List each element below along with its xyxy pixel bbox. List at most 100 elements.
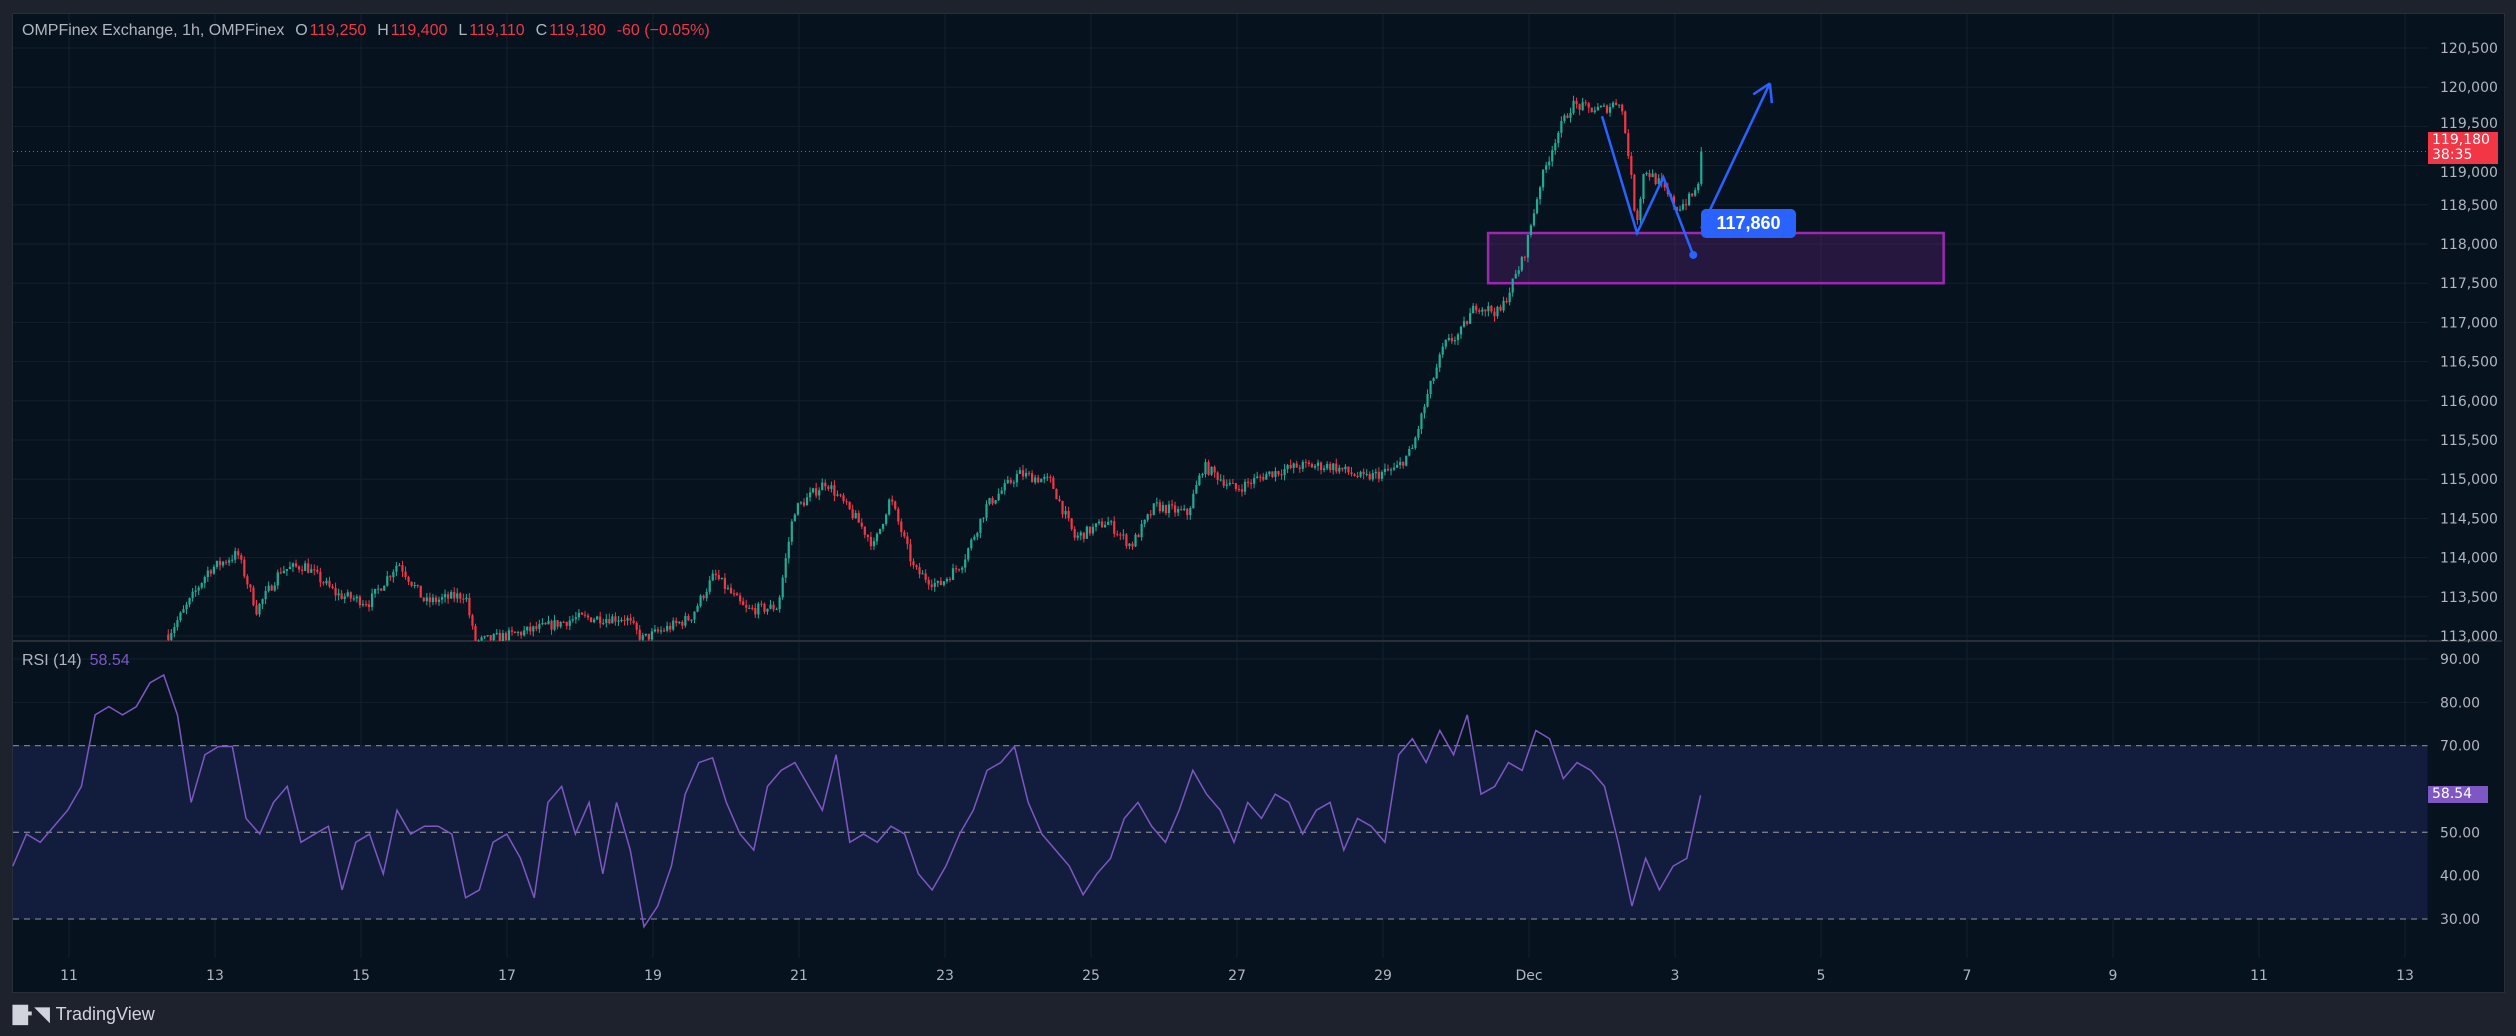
candle-body [516,632,520,634]
candle-body [1316,462,1320,466]
candle-body [1219,479,1222,481]
candle-body [1353,474,1356,476]
candle-body [1572,100,1575,113]
candle-body [1608,106,1612,113]
candle-body [465,597,468,600]
price-tick-label: 113,500 [2440,590,2498,606]
candle-body [599,616,602,624]
candle-body [866,534,869,537]
candle-body [970,539,973,549]
rsi-legend[interactable]: RSI (14) 58.54 [22,652,130,670]
candle-body [1307,462,1311,465]
candle-body [1469,313,1472,324]
candle-body [754,608,757,615]
candle-body [1149,514,1152,516]
candle-body [1684,204,1688,206]
candle-body [559,621,562,627]
annotation-text: 117,860 [1716,213,1781,233]
candle-body [1636,210,1639,221]
candle-body [909,544,912,562]
candle-body [586,615,590,618]
candle-body [997,493,1000,501]
price-annotation-label[interactable]: 117,860 [1701,209,1796,238]
candle-body [614,616,617,622]
candle-body [1624,111,1627,134]
symbol-label[interactable]: OMPFinex Exchange, 1h, OMPFinex [22,22,285,39]
candle-body [1067,510,1070,519]
candle-body [1064,510,1067,515]
candle-body [392,571,395,578]
candle-body [1578,104,1581,110]
candle-body [370,593,374,607]
candle-body [1575,100,1578,105]
candle-body [1633,174,1636,211]
candle-body [1012,482,1015,484]
candle-body [1526,235,1530,258]
candle-body [617,620,620,622]
candle-body [1648,173,1651,178]
candle-body [848,501,851,510]
candle-body [349,592,352,599]
candle-body [501,633,504,641]
candle-body [468,597,471,616]
price-axis[interactable]: 120,500 120,000 119,500 119,000 118,500 118,0… [2440,41,2498,645]
candle-body [1563,115,1566,121]
candle-body [875,533,879,542]
candle-body [1657,178,1660,185]
candle-body [167,634,170,640]
candle-body [1295,463,1298,468]
candle-body [1435,367,1438,379]
candle-body [1487,306,1490,312]
candle-body [1371,473,1374,480]
candle-body [319,571,322,583]
candle-body [936,580,939,583]
candle-body [234,551,237,560]
candle-body [1052,477,1055,489]
candle-body [1642,174,1645,199]
candle-body [1240,489,1244,492]
rsi-legend-value: 58.54 [89,652,130,669]
drawing-anchor-point[interactable] [1689,250,1698,259]
candle-body [933,582,936,587]
candle-body [215,560,219,567]
time-axis[interactable]: 11 13 15 17 19 21 23 25 27 29 Dec 3 5 7 9 11 13 [60,968,2414,984]
candle-body [1462,321,1466,327]
rsi-axis[interactable]: 90.00 80.00 70.00 50.00 40.00 30.00 [2440,652,2480,928]
arrow-drawing[interactable] [1700,82,1774,229]
rsi-tick-label: 90.00 [2440,652,2480,668]
candle-body [1602,105,1606,107]
candle-body [337,593,340,596]
candle-body [1694,190,1697,196]
rsi-tick-label: 40.00 [2440,869,2480,885]
candle-body [1700,151,1703,184]
candle-body [1262,476,1265,480]
candle-body [553,620,556,630]
candle-body [976,532,979,537]
support-zone-rectangle[interactable] [1486,231,1945,285]
zigzag-drawing[interactable] [1600,115,1695,256]
candle-body [1472,305,1475,314]
candle-body [1076,535,1079,538]
candle-body [389,576,392,578]
candle-body [1618,104,1621,106]
candle-body [1350,472,1353,475]
candle-body [1599,106,1603,108]
candle-body [790,521,793,542]
candle-body [608,619,611,624]
open-prefix: O [295,22,308,39]
candle-body [1621,104,1624,112]
candle-body [656,629,660,632]
candle-body [179,612,182,621]
candle-body [1347,466,1350,473]
candle-body [763,603,766,612]
candle-body [1566,115,1569,118]
candle-body [900,521,903,533]
candle-body [1520,256,1523,271]
candle-body [991,498,994,504]
candle-body [1146,514,1149,520]
candle-body [1046,476,1049,478]
candle-body [699,595,702,606]
tradingview-logo[interactable]: ▇╸◥ TradingView [13,1003,155,1026]
candle-body [1274,471,1277,477]
